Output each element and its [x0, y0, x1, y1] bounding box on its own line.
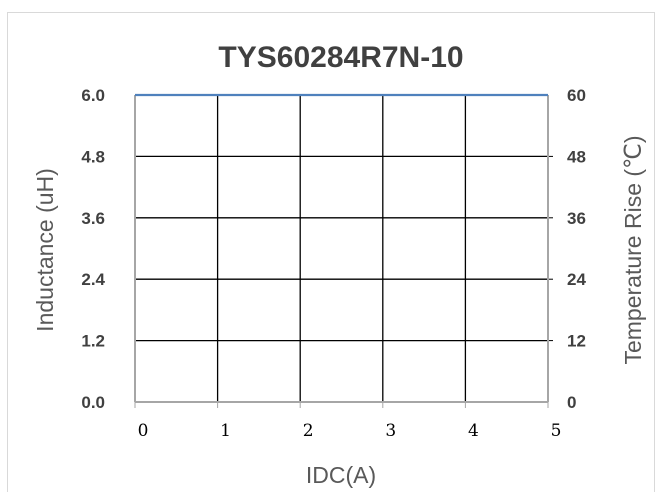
y-tick-label: 1.2: [81, 332, 105, 351]
y2-tick-label: 24: [567, 270, 586, 289]
chart-frame: TYS60284R7N-10 0.0 1.2 2.4 3.6 4.8 6.0 0 12 24 3…: [7, 12, 655, 492]
grid-layer: [134, 95, 553, 408]
x-tick-label: 4: [468, 421, 479, 441]
y-tick-label: 3.6: [81, 209, 105, 228]
x-tick-label: 2: [303, 421, 314, 441]
y2-tick-label: 12: [567, 332, 586, 351]
x-tick-label: 1: [220, 421, 231, 441]
y2-tick-label: 0: [567, 393, 576, 412]
x-tick-label: 5: [551, 421, 562, 441]
y2-tick-label: 60: [567, 86, 586, 105]
y-tick-label: 0.0: [81, 393, 105, 412]
y-tick-label: 2.4: [81, 270, 105, 289]
x-tick-labels: 0 1 2 3 4 5: [138, 421, 562, 441]
y2-tick-label: 48: [567, 147, 586, 166]
x-tick-label: 0: [138, 421, 149, 441]
x-tick-label: 3: [385, 421, 396, 441]
y2-axis-title: Temperature Rise (℃): [620, 135, 646, 364]
y-tick-label: 4.8: [81, 147, 105, 166]
chart-svg: TYS60284R7N-10 0.01.22.43.64.86.0 012243…: [32, 41, 646, 488]
left-tick-labels: 0.0 1.2 2.4 3.6 4.8 6.0: [81, 86, 105, 412]
y-tick-label: 6.0: [81, 86, 105, 105]
chart-title: TYS60284R7N-10: [218, 41, 463, 74]
right-tick-labels: 0 12 24 36 48 60: [567, 86, 586, 412]
x-axis-title: IDC(A): [306, 462, 376, 488]
y-axis-title: Inductance (uH): [32, 168, 58, 332]
y2-tick-label: 36: [567, 209, 586, 228]
